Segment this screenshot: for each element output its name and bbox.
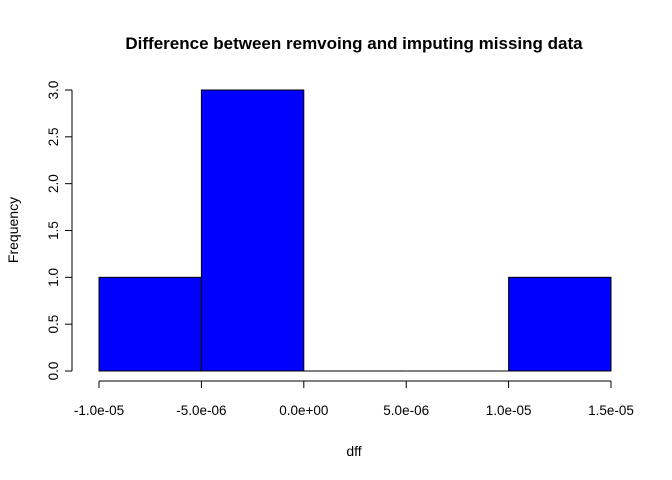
y-axis-label: Frequency <box>5 197 21 263</box>
y-tick-label: 0.5 <box>46 315 61 334</box>
x-tick-label: 1.5e-05 <box>588 403 634 418</box>
x-tick-label: -1.0e-05 <box>74 403 124 418</box>
histogram-bar <box>508 276 612 372</box>
bars-group <box>98 89 612 372</box>
y-tick-label: 1.5 <box>46 221 61 240</box>
y-tick-label: 2.0 <box>46 174 61 193</box>
x-axis-label: dff <box>346 443 361 459</box>
y-tick-label: 1.0 <box>46 268 61 287</box>
x-tick-label: 0.0e+00 <box>279 403 328 418</box>
histogram-bar <box>98 276 202 372</box>
x-tick-label: 5.0e-06 <box>383 403 429 418</box>
y-axis: 0.0 0.5 1.0 1.5 2.0 2.5 3.0 <box>46 81 73 381</box>
y-tick-label: 0.0 <box>46 362 61 381</box>
x-tick-label: -5.0e-06 <box>176 403 226 418</box>
x-tick-label: 1.0e-05 <box>486 403 532 418</box>
chart-title: Difference between remvoing and imputing… <box>125 34 583 53</box>
x-axis: -1.0e-05 -5.0e-06 0.0e+00 5.0e-06 1.0e-05 1.5… <box>74 380 634 418</box>
y-tick-label: 3.0 <box>46 81 61 100</box>
histogram-bar <box>200 89 305 372</box>
y-tick-label: 2.5 <box>46 127 61 146</box>
